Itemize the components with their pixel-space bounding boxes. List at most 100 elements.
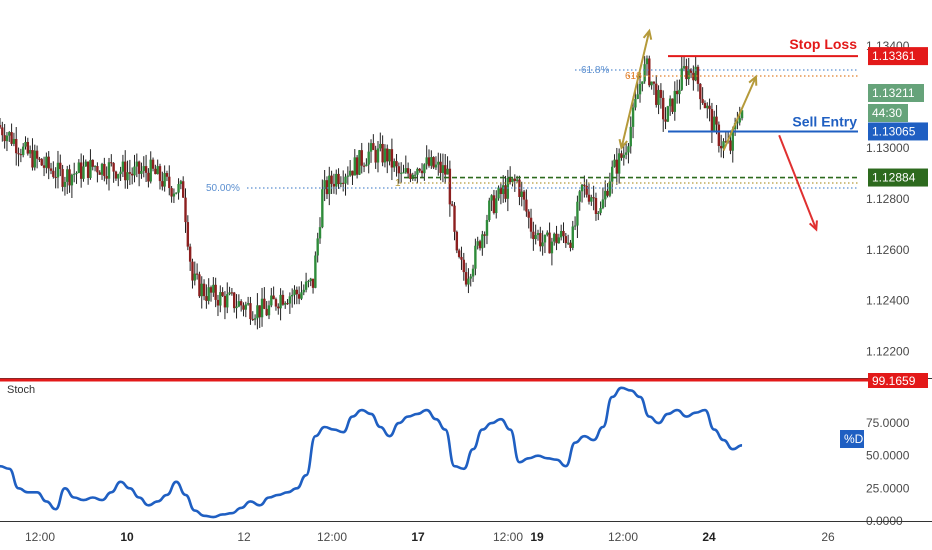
candle-body <box>541 242 544 247</box>
candle-body <box>212 284 215 293</box>
candle-body <box>390 149 394 168</box>
candle-body <box>165 173 169 177</box>
candle-body <box>140 170 143 174</box>
candle-body <box>233 292 236 309</box>
candle-body <box>404 168 408 173</box>
time-tick-label: 26 <box>821 530 835 544</box>
candle-body <box>645 58 649 65</box>
stoch-top-tag-bg <box>868 373 928 388</box>
candle-body <box>713 116 716 132</box>
candle-body <box>330 175 333 184</box>
candle-body <box>529 217 533 232</box>
candle-body <box>534 235 537 240</box>
candle-body <box>469 276 472 279</box>
candle-body <box>244 304 248 310</box>
price-tags-layer: 1.13361 1.13065 1.12884 1.13211 44:30 <box>868 47 928 187</box>
candle-body <box>335 173 338 187</box>
candle-body <box>566 242 570 244</box>
candle-body <box>223 295 227 308</box>
candle-body <box>601 199 605 209</box>
candle-body <box>202 283 206 297</box>
candle-body <box>93 166 97 168</box>
candle-body <box>61 169 64 187</box>
candle-body <box>237 301 241 307</box>
candle-body <box>617 153 621 174</box>
candle-body <box>147 172 150 182</box>
candle-body <box>24 141 27 147</box>
candle-body <box>520 191 523 197</box>
fib-label: 1 <box>395 178 401 189</box>
candle-body <box>31 150 34 168</box>
candle-body <box>724 141 728 143</box>
candle-body <box>383 148 387 163</box>
candle-body <box>68 169 71 186</box>
candle-body <box>107 162 111 179</box>
candle-body <box>337 173 340 185</box>
candle-body <box>664 119 667 122</box>
price-pane[interactable]: 50.00% 61.8% 618 1 Stop Loss Sell Entry 1.12… <box>0 28 928 359</box>
candle-body <box>543 234 547 243</box>
candle-body <box>246 303 250 305</box>
candle-body <box>181 181 185 198</box>
candle-body <box>599 208 602 213</box>
candle-body <box>256 305 259 319</box>
candle-body <box>355 157 359 175</box>
candle-body <box>689 69 693 73</box>
time-tick-label: 12:00 <box>317 530 347 544</box>
candle-body <box>578 191 581 202</box>
candle-body <box>624 152 628 155</box>
countdown-tag: 44:30 <box>872 106 902 120</box>
candle-body <box>318 227 322 239</box>
candle-body <box>406 168 410 174</box>
candle-body <box>652 81 656 84</box>
candles-layer <box>0 55 744 330</box>
candle-body <box>3 135 6 142</box>
time-axis[interactable]: 12:00 10 12 12:00 17 12:00 19 12:00 24 26 <box>25 530 835 544</box>
time-tick-label: 17 <box>411 530 425 544</box>
candle-body <box>89 159 92 178</box>
time-tick-label: 12:00 <box>608 530 638 544</box>
candle-body <box>221 292 224 296</box>
arrow-head <box>642 28 653 40</box>
candle-body <box>497 187 500 199</box>
candle-body <box>597 212 600 215</box>
candle-body <box>249 303 252 320</box>
candle-body <box>606 190 609 196</box>
candle-body <box>490 195 493 201</box>
current-price-tag-bg <box>868 84 924 102</box>
stoch-pane-title: Stoch <box>7 384 35 396</box>
candle-body <box>175 192 178 194</box>
candle-body <box>286 303 289 305</box>
candle-body <box>158 166 162 182</box>
candle-body <box>492 195 496 214</box>
candle-body <box>142 166 145 171</box>
candle-body <box>488 200 491 221</box>
candle-body <box>729 140 732 151</box>
candle-body <box>1 127 4 136</box>
candle-body <box>188 246 192 262</box>
candle-body <box>270 295 273 306</box>
candle-body <box>420 170 424 174</box>
candle-body <box>525 199 528 212</box>
candle-body <box>49 168 53 171</box>
candle-body <box>309 278 312 282</box>
candle-body <box>576 201 579 226</box>
candle-body <box>425 157 428 165</box>
candle-body <box>699 83 702 100</box>
candle-body <box>163 173 166 187</box>
candle-body <box>267 305 271 316</box>
fib-label: 618 <box>625 71 642 82</box>
candle-body <box>19 154 23 156</box>
candle-body <box>205 296 208 301</box>
candle-body <box>604 190 607 200</box>
candle-body <box>360 150 363 166</box>
candle-body <box>251 319 254 321</box>
candle-body <box>323 180 326 190</box>
stoch-d-line <box>0 386 743 519</box>
candle-body <box>457 250 461 257</box>
candle-body <box>687 69 690 80</box>
stoch-tick-label: 50.0000 <box>866 449 910 463</box>
